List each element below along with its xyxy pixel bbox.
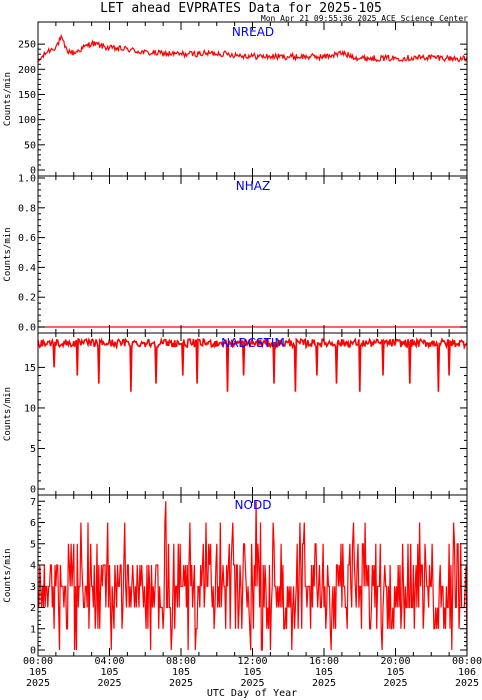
nodd-panel-name: NODD <box>235 498 272 512</box>
nodd-ylabel: Counts/min <box>3 548 13 602</box>
x-tick-labels: 00:00105202504:00105202508:00105202512:0… <box>23 656 482 689</box>
timestamp: Mon Apr 21 09:55:36 2025 ACE Science Cen… <box>261 14 468 23</box>
nread-ytick-label: 0 <box>30 166 36 177</box>
nhaz-ylabel: Counts/min <box>3 227 13 281</box>
nread-ytick-label: 50 <box>24 140 36 151</box>
x-tick-doy: 105 <box>386 667 404 678</box>
nodd-ytick-label: 1 <box>30 624 36 635</box>
nodd-ytick-label: 0 <box>30 646 36 657</box>
nodd-ytick-label: 2 <box>30 603 36 614</box>
x-tick-time: 08:00 <box>166 656 196 667</box>
panels: 050100150200250Counts/minNREAD0.00.20.40… <box>3 21 482 689</box>
nhaz-ytick-label: 0.8 <box>18 203 36 214</box>
x-tick-year: 2025 <box>312 678 336 689</box>
nhaz-ytick-label: 1.0 <box>18 174 36 185</box>
nadcstim-frame <box>37 332 468 496</box>
nhaz-frame <box>37 175 468 334</box>
nread-panel-name: NREAD <box>232 25 274 39</box>
x-tick-doy: 105 <box>172 667 190 678</box>
x-tick-doy: 105 <box>315 667 333 678</box>
panel-nodd: 0 1 2 3 4 5 6 7 Counts/min NODD <box>3 494 468 657</box>
x-tick-doy: 105 <box>100 667 118 678</box>
x-axis-label: UTC Day of Year <box>207 688 297 699</box>
nadcstim-ytick-label: 5 <box>30 444 36 455</box>
nhaz-ytick-label: 0.2 <box>18 293 36 304</box>
nread-series-line <box>37 33 468 63</box>
x-tick-time: 00:00 <box>23 656 53 667</box>
nadcstim-panel-name: NADCSTIM <box>221 336 285 350</box>
nhaz-panel-name: NHAZ <box>236 179 270 193</box>
nadcstim-ytick-label: 15 <box>24 363 36 374</box>
x-tick-year: 2025 <box>97 678 121 689</box>
nadcstim-ytick-label: 10 <box>24 403 36 414</box>
x-tick-doy: 106 <box>458 667 476 678</box>
x-tick-time: 04:00 <box>94 656 124 667</box>
nadcstim-ylabel: Counts/min <box>3 387 13 441</box>
nodd-ytick-label: 7 <box>30 497 36 508</box>
x-tick-year: 2025 <box>240 678 264 689</box>
panel-nhaz: 0.0 0.2 0.4 0.6 0.8 1.0 Counts/min NHAZ <box>3 174 468 334</box>
nhaz-ytick-label: 0.6 <box>18 233 36 244</box>
nhaz-ytick-label: 0.0 <box>18 323 36 334</box>
nadcstim-ytick-label: 0 <box>30 485 36 496</box>
panel-nadcstim: 0 5 10 15 Counts/min NADCSTIM <box>3 332 468 496</box>
x-tick-time: 20:00 <box>380 656 410 667</box>
nread-ytick-label: 200 <box>18 65 36 76</box>
nodd-series-line <box>38 501 468 651</box>
x-tick-time: 16:00 <box>309 656 339 667</box>
x-tick-year: 2025 <box>26 678 50 689</box>
nhaz-ytick-label: 0.4 <box>18 263 36 274</box>
panel-nread: 0 50 100 150 200 250 Counts/min NREAD <box>3 21 468 177</box>
nodd-ytick-label: 4 <box>30 561 36 572</box>
nread-ytick-label: 150 <box>18 90 36 101</box>
nread-ylabel: Counts/min <box>3 72 13 126</box>
nread-ytick-label: 250 <box>18 40 36 51</box>
nodd-ytick-label: 5 <box>30 539 36 550</box>
chart-title: LET ahead EVPRATES Data for 2025-105 <box>100 1 382 16</box>
x-tick-year: 2025 <box>455 678 479 689</box>
x-tick-doy: 105 <box>243 667 261 678</box>
x-tick-doy: 105 <box>29 667 47 678</box>
nread-ytick-label: 100 <box>18 115 36 126</box>
nodd-ytick-label: 6 <box>30 518 36 529</box>
x-tick-time: 00:00 <box>452 656 482 667</box>
nodd-ytick-label: 3 <box>30 582 36 593</box>
x-tick-time: 12:00 <box>237 656 267 667</box>
x-tick-year: 2025 <box>383 678 407 689</box>
x-tick-year: 2025 <box>169 678 193 689</box>
